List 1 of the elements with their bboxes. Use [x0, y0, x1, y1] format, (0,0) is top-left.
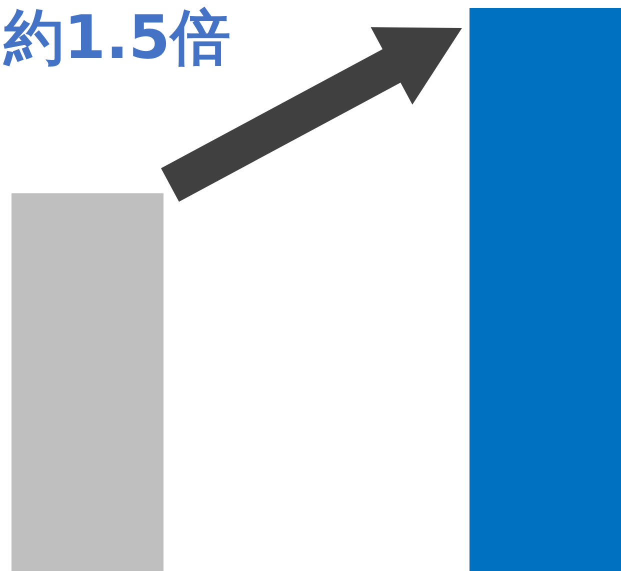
annotation: 約1.5倍	[3, 3, 230, 73]
